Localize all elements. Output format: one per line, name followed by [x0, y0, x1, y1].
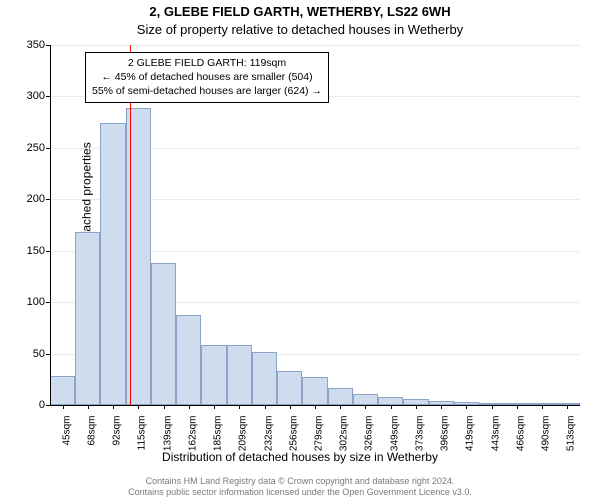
x-tick-mark	[542, 405, 543, 409]
y-tick-label: 250	[5, 142, 45, 154]
y-axis-line	[50, 45, 51, 405]
y-tick-label: 300	[5, 90, 45, 102]
y-tick-label: 0	[5, 399, 45, 411]
x-tick-mark	[340, 405, 341, 409]
info-box: 2 GLEBE FIELD GARTH: 119sqm ← 45% of det…	[85, 52, 329, 103]
y-tick-mark	[46, 354, 50, 355]
x-tick-label: 45sqm	[61, 416, 72, 456]
histogram-bar	[151, 263, 176, 405]
x-tick-mark	[441, 405, 442, 409]
x-tick-mark	[113, 405, 114, 409]
chart-title: 2, GLEBE FIELD GARTH, WETHERBY, LS22 6WH	[0, 4, 600, 19]
y-tick-label: 50	[5, 348, 45, 360]
y-tick-mark	[46, 405, 50, 406]
x-tick-label: 349sqm	[389, 416, 400, 456]
chart-container: 2, GLEBE FIELD GARTH, WETHERBY, LS22 6WH…	[0, 0, 600, 500]
y-tick-mark	[46, 199, 50, 200]
x-tick-label: 396sqm	[440, 416, 451, 456]
y-tick-mark	[46, 302, 50, 303]
x-tick-label: 209sqm	[238, 416, 249, 456]
histogram-bar	[201, 345, 226, 405]
y-tick-label: 350	[5, 39, 45, 51]
footer-line-1: Contains HM Land Registry data © Crown c…	[0, 476, 600, 487]
x-tick-mark	[214, 405, 215, 409]
histogram-bar	[75, 232, 100, 405]
x-tick-mark	[164, 405, 165, 409]
histogram-bar	[302, 377, 327, 405]
y-tick-mark	[46, 148, 50, 149]
x-tick-mark	[365, 405, 366, 409]
x-tick-label: 68sqm	[86, 416, 97, 456]
x-tick-label: 232sqm	[263, 416, 274, 456]
x-tick-mark	[567, 405, 568, 409]
histogram-bar	[252, 352, 277, 405]
x-tick-mark	[492, 405, 493, 409]
x-tick-label: 373sqm	[414, 416, 425, 456]
x-tick-label: 443sqm	[490, 416, 501, 456]
x-tick-label: 513sqm	[566, 416, 577, 456]
y-tick-label: 200	[5, 193, 45, 205]
x-tick-label: 419sqm	[465, 416, 476, 456]
y-tick-mark	[46, 45, 50, 46]
footer-line-2: Contains public sector information licen…	[0, 487, 600, 498]
histogram-bar	[353, 394, 378, 405]
x-tick-label: 279sqm	[314, 416, 325, 456]
x-tick-mark	[239, 405, 240, 409]
x-tick-mark	[391, 405, 392, 409]
x-tick-mark	[315, 405, 316, 409]
x-tick-label: 185sqm	[213, 416, 224, 456]
x-tick-label: 326sqm	[364, 416, 375, 456]
x-tick-mark	[517, 405, 518, 409]
chart-subtitle: Size of property relative to detached ho…	[0, 22, 600, 37]
x-tick-label: 139sqm	[162, 416, 173, 456]
footer: Contains HM Land Registry data © Crown c…	[0, 476, 600, 499]
histogram-bar	[176, 315, 201, 406]
x-tick-mark	[88, 405, 89, 409]
x-tick-label: 490sqm	[541, 416, 552, 456]
x-tick-mark	[138, 405, 139, 409]
x-tick-mark	[189, 405, 190, 409]
histogram-bar	[227, 345, 252, 405]
x-tick-mark	[290, 405, 291, 409]
x-tick-mark	[466, 405, 467, 409]
x-tick-mark	[63, 405, 64, 409]
y-tick-mark	[46, 251, 50, 252]
x-tick-label: 302sqm	[339, 416, 350, 456]
y-tick-label: 150	[5, 245, 45, 257]
y-tick-mark	[46, 96, 50, 97]
histogram-bar	[328, 388, 353, 405]
x-tick-label: 115sqm	[137, 416, 148, 456]
histogram-bar	[277, 371, 302, 405]
x-tick-mark	[416, 405, 417, 409]
histogram-bar	[50, 376, 75, 405]
histogram-bar	[100, 123, 125, 405]
x-tick-label: 162sqm	[187, 416, 198, 456]
x-tick-label: 466sqm	[515, 416, 526, 456]
info-line-2: ← 45% of detached houses are smaller (50…	[92, 70, 322, 84]
histogram-bar	[378, 397, 403, 405]
info-line-1: 2 GLEBE FIELD GARTH: 119sqm	[92, 56, 322, 70]
x-tick-label: 256sqm	[288, 416, 299, 456]
x-tick-mark	[265, 405, 266, 409]
y-tick-label: 100	[5, 296, 45, 308]
x-tick-label: 92sqm	[112, 416, 123, 456]
info-line-3: 55% of semi-detached houses are larger (…	[92, 84, 322, 98]
